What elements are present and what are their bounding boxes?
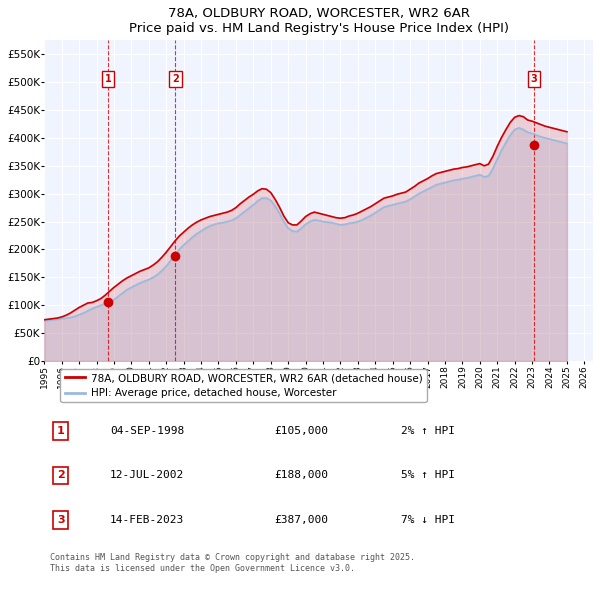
Text: 04-SEP-1998: 04-SEP-1998 xyxy=(110,426,184,435)
Legend: 78A, OLDBURY ROAD, WORCESTER, WR2 6AR (detached house), HPI: Average price, deta: 78A, OLDBURY ROAD, WORCESTER, WR2 6AR (d… xyxy=(61,369,427,402)
Text: 14-FEB-2023: 14-FEB-2023 xyxy=(110,515,184,525)
Text: 7% ↓ HPI: 7% ↓ HPI xyxy=(401,515,455,525)
Text: 3: 3 xyxy=(57,515,65,525)
Text: 2: 2 xyxy=(172,74,179,84)
Text: Contains HM Land Registry data © Crown copyright and database right 2025.
This d: Contains HM Land Registry data © Crown c… xyxy=(50,553,415,573)
Text: £188,000: £188,000 xyxy=(275,470,329,480)
Text: 1: 1 xyxy=(105,74,112,84)
Text: £387,000: £387,000 xyxy=(275,515,329,525)
Text: 12-JUL-2002: 12-JUL-2002 xyxy=(110,470,184,480)
Text: 1: 1 xyxy=(57,426,65,435)
Text: 5% ↑ HPI: 5% ↑ HPI xyxy=(401,470,455,480)
Text: £105,000: £105,000 xyxy=(275,426,329,435)
Text: 3: 3 xyxy=(531,74,538,84)
Text: 2% ↑ HPI: 2% ↑ HPI xyxy=(401,426,455,435)
Title: 78A, OLDBURY ROAD, WORCESTER, WR2 6AR
Price paid vs. HM Land Registry's House Pr: 78A, OLDBURY ROAD, WORCESTER, WR2 6AR Pr… xyxy=(128,7,509,35)
Text: 2: 2 xyxy=(57,470,65,480)
